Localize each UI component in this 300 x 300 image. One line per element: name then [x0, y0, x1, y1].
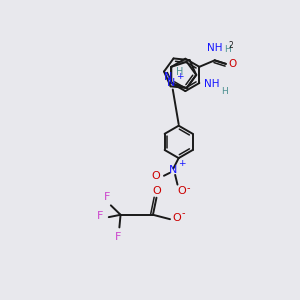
Text: NH: NH	[204, 80, 220, 89]
Text: -: -	[187, 183, 190, 193]
Text: O: O	[151, 171, 160, 181]
Text: H: H	[176, 67, 183, 77]
Text: F: F	[114, 232, 121, 242]
Text: O: O	[177, 186, 186, 196]
Text: F: F	[104, 192, 110, 202]
Text: F: F	[97, 211, 103, 221]
Text: O: O	[172, 213, 181, 223]
Text: O: O	[153, 186, 161, 196]
Text: +: +	[176, 72, 183, 81]
Text: H: H	[224, 45, 230, 54]
Text: -: -	[182, 208, 185, 218]
Text: +: +	[178, 159, 185, 168]
Text: N: N	[169, 165, 178, 175]
Text: N: N	[164, 71, 172, 82]
Text: NH: NH	[207, 43, 222, 53]
Text: 2: 2	[229, 40, 233, 50]
Text: O: O	[228, 59, 236, 69]
Text: H: H	[222, 87, 228, 96]
Text: N: N	[167, 78, 176, 88]
